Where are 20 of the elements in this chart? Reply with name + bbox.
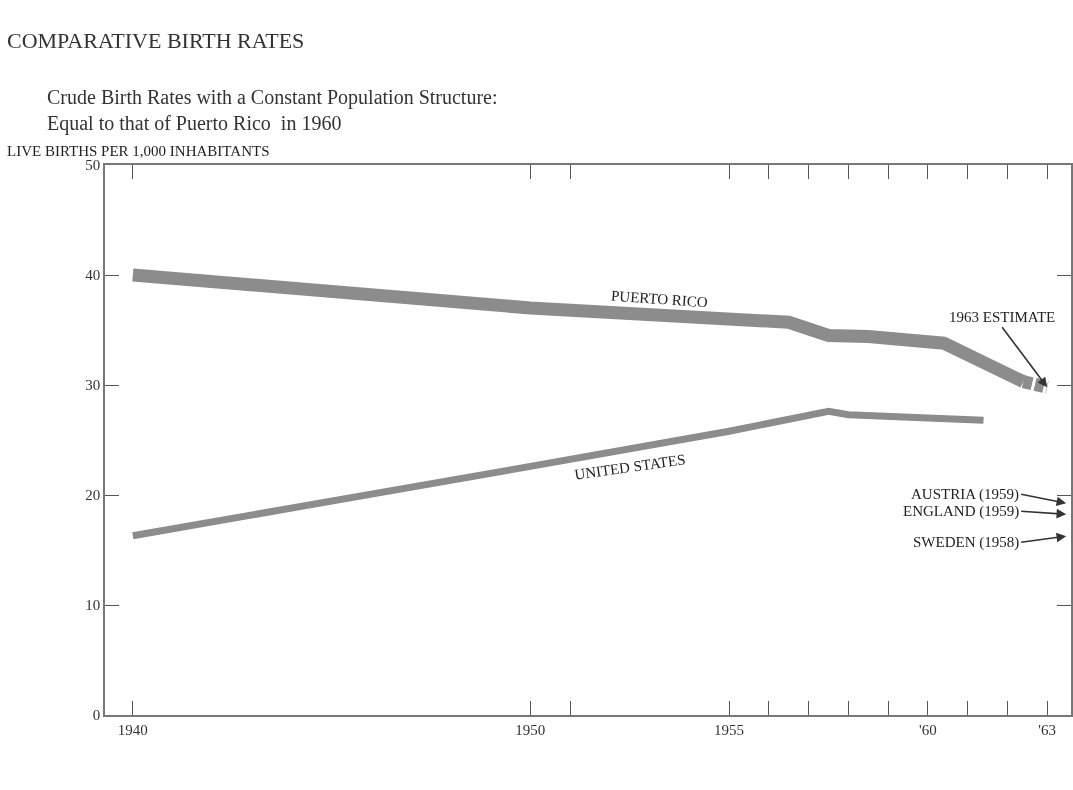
annotation: AUSTRIA (1959) [911,486,1019,503]
x-tick-label: 1950 [515,722,546,738]
x-tick-label: 1940 [117,722,148,738]
y-tick-label: 20 [85,487,101,504]
annotation: 1963 ESTIMATE [949,309,1056,325]
y-tick-label: 30 [85,377,101,394]
y-axis-title: LIVE BIRTHS PER 1,000 INHABITANTS [7,143,270,159]
chart-title: COMPARATIVE BIRTH RATES [7,28,305,53]
annotation: ENGLAND (1959) [903,503,1020,520]
series-label: PUERTO RICO [610,287,709,311]
x-tick-label: 1955 [714,722,745,738]
y-tick-label: 0 [92,707,101,724]
text: UNITED STATES [573,451,687,483]
y-tick-label: 40 [85,267,101,284]
chart-subtitle: Crude Birth Rates with a Constant Population Structure: Equal to that of Puerto Rico in 1960 [47,86,498,135]
x-tick-label: '60 [919,722,937,738]
y-tick-label: 50 [85,157,101,174]
y-tick-label: 10 [85,597,101,614]
x-tick-label: '63 [1038,722,1056,738]
annotation: SWEDEN (1958) [913,534,1020,551]
